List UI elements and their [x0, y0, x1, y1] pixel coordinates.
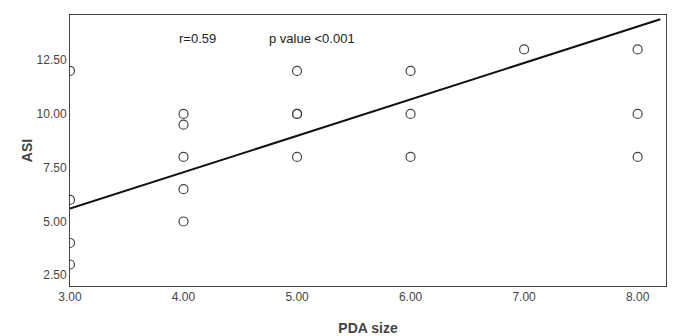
svg-text:5.00: 5.00	[285, 290, 309, 304]
svg-text:12.50: 12.50	[37, 53, 67, 67]
svg-text:r=0.59: r=0.59	[179, 31, 216, 46]
svg-text:4.00: 4.00	[172, 290, 196, 304]
svg-text:6.00: 6.00	[399, 290, 423, 304]
svg-text:7.00: 7.00	[512, 290, 536, 304]
svg-text:p value <0.001: p value <0.001	[269, 31, 355, 46]
svg-text:3.00: 3.00	[58, 290, 82, 304]
svg-text:7.50: 7.50	[43, 161, 67, 175]
svg-text:ASI: ASI	[19, 139, 35, 162]
svg-text:8.00: 8.00	[626, 290, 650, 304]
svg-text:PDA size: PDA size	[338, 320, 398, 336]
svg-text:10.00: 10.00	[37, 107, 67, 121]
svg-text:2.50: 2.50	[43, 268, 67, 282]
svg-text:5.00: 5.00	[43, 215, 67, 229]
